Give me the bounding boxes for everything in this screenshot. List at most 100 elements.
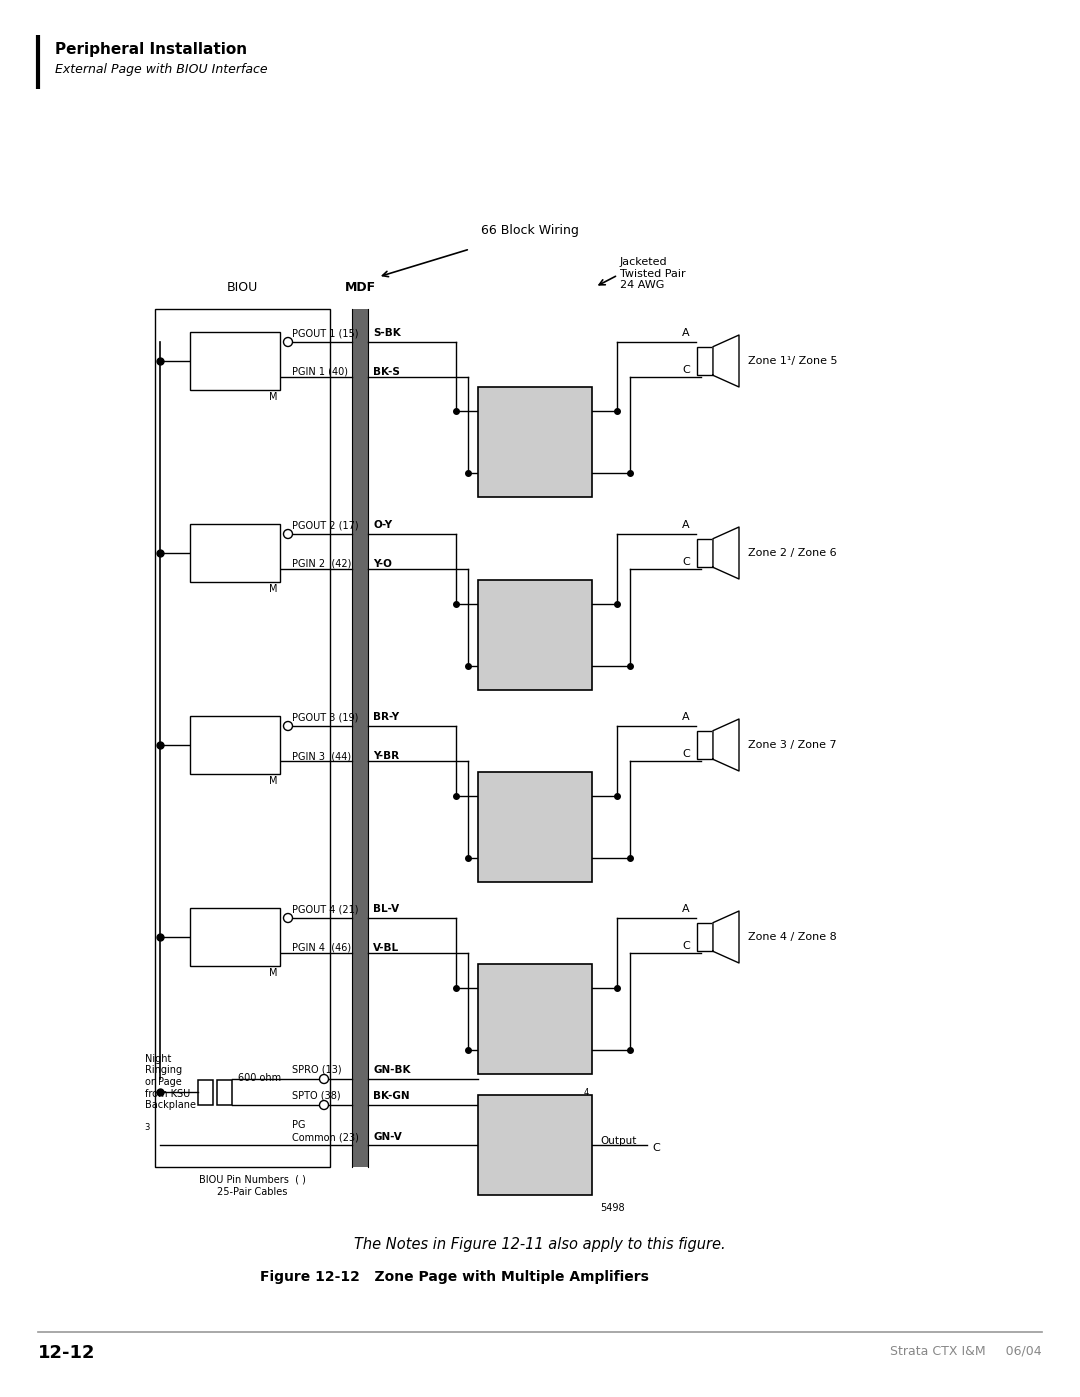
Text: MDF: MDF — [345, 281, 376, 293]
Text: PGOUT 1 (15): PGOUT 1 (15) — [292, 328, 359, 338]
Text: Zone 2
Relay: Zone 2 Relay — [218, 542, 252, 564]
Text: Amp
4: Amp 4 — [523, 1004, 552, 1032]
Bar — [156, 309, 330, 1166]
Text: PGIN 1 (40): PGIN 1 (40) — [292, 367, 348, 377]
Text: BL-V: BL-V — [373, 904, 400, 914]
Text: Output: Output — [570, 425, 580, 460]
Polygon shape — [713, 335, 739, 387]
Text: BK-S: BK-S — [373, 367, 400, 377]
Bar — [478, 773, 592, 882]
Bar — [697, 539, 713, 567]
Text: C: C — [652, 1143, 660, 1153]
Text: Output: Output — [600, 1136, 636, 1146]
Text: PG
Common (23): PG Common (23) — [292, 1120, 359, 1141]
Text: Input: Input — [492, 622, 503, 648]
Text: Jacketed
Twisted Pair
24 AWG: Jacketed Twisted Pair 24 AWG — [620, 257, 686, 291]
Text: PGOUT 3 (19): PGOUT 3 (19) — [292, 712, 359, 722]
Text: Output: Output — [570, 617, 580, 652]
Text: PGIN 3  (44): PGIN 3 (44) — [292, 752, 351, 761]
Text: Zone 1
Relay: Zone 1 Relay — [218, 351, 252, 372]
Text: PGIN 2  (42): PGIN 2 (42) — [292, 559, 351, 569]
Text: SPRO (13): SPRO (13) — [292, 1065, 341, 1076]
Text: B: B — [270, 908, 276, 918]
Text: The Notes in Figure 12-11 also apply to this figure.: The Notes in Figure 12-11 also apply to … — [354, 1238, 726, 1253]
Bar — [352, 309, 368, 1166]
Text: B: B — [270, 332, 276, 342]
Polygon shape — [713, 911, 739, 963]
Text: Input: Input — [492, 429, 503, 455]
Polygon shape — [713, 527, 739, 578]
Bar — [190, 717, 280, 774]
Text: Output: Output — [570, 810, 580, 844]
Text: Amp
2: Amp 2 — [523, 622, 552, 650]
Bar — [478, 580, 592, 690]
Text: Output: Output — [570, 1002, 580, 1037]
Text: C: C — [683, 557, 690, 567]
Text: SPTO (38): SPTO (38) — [292, 1091, 340, 1101]
Text: Night
Ringing
or Page
from KSU
Backplane: Night Ringing or Page from KSU Backplane — [145, 1053, 195, 1111]
Text: Amp
3: Amp 3 — [523, 813, 552, 841]
Text: Peripheral Installation: Peripheral Installation — [55, 42, 247, 57]
Text: Zone 4
Relay: Zone 4 Relay — [218, 926, 252, 947]
Text: BIOU: BIOU — [227, 281, 258, 293]
Text: V-BL: V-BL — [373, 943, 400, 953]
Text: M: M — [269, 775, 276, 787]
Text: External Page with BIOU Interface: External Page with BIOU Interface — [55, 63, 268, 75]
Text: 600 ohm: 600 ohm — [238, 1073, 281, 1083]
Text: 12-12: 12-12 — [38, 1344, 95, 1362]
Text: 5498: 5498 — [600, 1203, 624, 1213]
Bar — [697, 731, 713, 760]
Bar — [478, 1095, 592, 1194]
Bar — [697, 922, 713, 951]
Text: PGOUT 2 (17): PGOUT 2 (17) — [292, 520, 359, 529]
Text: 3: 3 — [144, 1123, 149, 1132]
Text: B: B — [270, 717, 276, 726]
Text: Amp
1: Amp 1 — [523, 427, 552, 455]
Bar — [198, 1080, 213, 1105]
Text: BR-Y: BR-Y — [373, 712, 400, 722]
Bar — [190, 908, 280, 965]
Text: Zone 1¹/ Zone 5: Zone 1¹/ Zone 5 — [748, 356, 837, 366]
Text: Y-BR: Y-BR — [373, 752, 400, 761]
Text: S-BK: S-BK — [373, 328, 401, 338]
Bar — [217, 1080, 232, 1105]
Text: PGIN 4  (46): PGIN 4 (46) — [292, 943, 351, 953]
Circle shape — [283, 721, 293, 731]
Text: Input: Input — [492, 1006, 503, 1032]
Text: 66 Block Wiring: 66 Block Wiring — [481, 224, 579, 237]
Text: C: C — [683, 365, 690, 374]
Text: BIOU Pin Numbers  ( )
25-Pair Cables: BIOU Pin Numbers ( ) 25-Pair Cables — [199, 1175, 306, 1197]
Text: Input: Input — [492, 814, 503, 840]
Text: M: M — [269, 584, 276, 594]
Text: Figure 12-12   Zone Page with Multiple Amplifiers: Figure 12-12 Zone Page with Multiple Amp… — [260, 1270, 649, 1284]
Polygon shape — [713, 719, 739, 771]
Circle shape — [283, 338, 293, 346]
Text: M: M — [269, 393, 276, 402]
Text: B: B — [270, 524, 276, 534]
Text: A: A — [683, 328, 690, 338]
Text: Y-O: Y-O — [373, 559, 392, 569]
Bar — [478, 387, 592, 497]
Text: GN-BK: GN-BK — [373, 1065, 410, 1076]
Text: C: C — [683, 749, 690, 759]
Text: GN-V: GN-V — [373, 1132, 402, 1141]
Text: Zone 4 / Zone 8: Zone 4 / Zone 8 — [748, 932, 837, 942]
Text: Strata CTX I&M     06/04: Strata CTX I&M 06/04 — [890, 1344, 1042, 1356]
Circle shape — [320, 1074, 328, 1084]
Circle shape — [320, 1101, 328, 1109]
Text: Zone 3
Relay: Zone 3 Relay — [218, 735, 252, 756]
Text: BGM Music
Source &
Amplifier: BGM Music Source & Amplifier — [503, 1125, 567, 1158]
Circle shape — [283, 914, 293, 922]
Text: Zone 3 / Zone 7: Zone 3 / Zone 7 — [748, 740, 837, 750]
Text: A: A — [683, 904, 690, 914]
Text: A: A — [683, 712, 690, 722]
Bar — [190, 332, 280, 390]
Text: PGOUT 4 (21): PGOUT 4 (21) — [292, 904, 359, 914]
Text: C: C — [683, 942, 690, 951]
Text: O-Y: O-Y — [373, 520, 392, 529]
Circle shape — [283, 529, 293, 538]
Text: Zone 2 / Zone 6: Zone 2 / Zone 6 — [748, 548, 837, 557]
Text: A: A — [683, 520, 690, 529]
Bar — [190, 524, 280, 583]
Bar — [478, 964, 592, 1074]
